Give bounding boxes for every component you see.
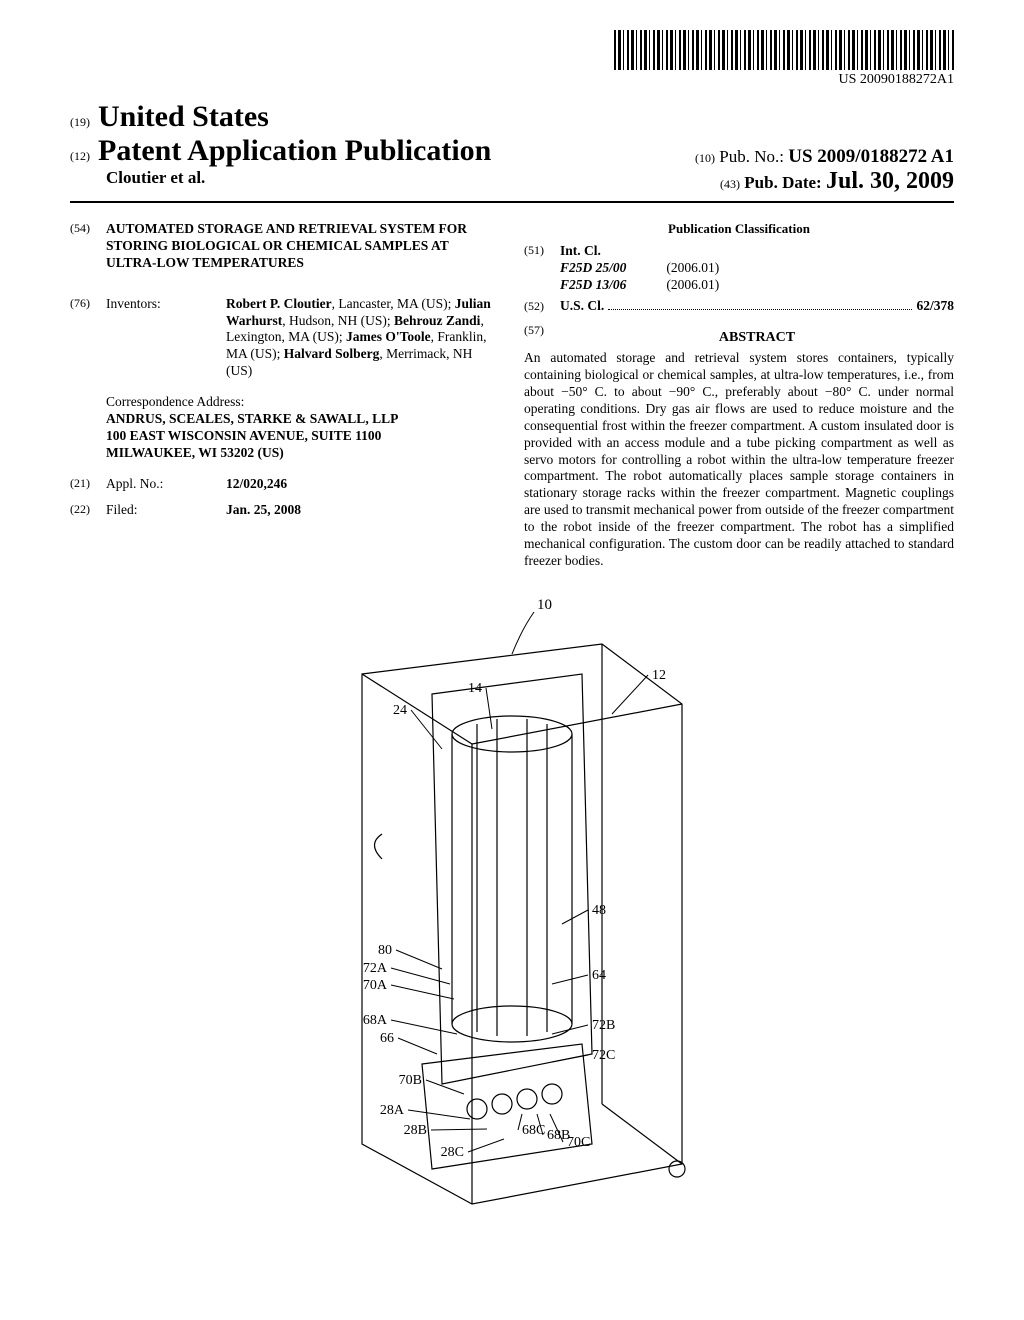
pub-no-label: Pub. No.:	[719, 147, 784, 166]
correspondence-label: Correspondence Address:	[106, 394, 500, 411]
uscl-val: 62/378	[916, 298, 954, 315]
appl-no-code: (21)	[70, 476, 106, 493]
intcl-code: (51)	[524, 243, 560, 294]
fig-label-70A: 70A	[363, 978, 388, 993]
fig-label-28A: 28A	[380, 1103, 405, 1118]
pub-no: US 2009/0188272 A1	[788, 146, 954, 167]
fig-label-72A: 72A	[363, 961, 388, 976]
fig-label-14: 14	[468, 681, 482, 696]
pub-type-code: (12)	[70, 149, 90, 164]
barcode	[614, 30, 954, 70]
fig-label-12: 12	[652, 668, 666, 683]
pub-class-head: Publication Classification	[524, 221, 954, 237]
fig-label-28C: 28C	[441, 1145, 464, 1160]
fig-label-28B: 28B	[404, 1123, 427, 1138]
filed-label: Filed:	[106, 502, 226, 519]
fig-label-66: 66	[380, 1031, 394, 1046]
intcl-item: F25D 13/06(2006.01)	[560, 277, 719, 294]
pub-date-label: Pub. Date:	[744, 173, 821, 192]
invention-title: AUTOMATED STORAGE AND RETRIEVAL SYSTEM F…	[106, 221, 500, 272]
pub-no-code: (10)	[695, 151, 715, 165]
uscl-label: U.S. Cl.	[560, 298, 604, 315]
fig-ref-10: 10	[537, 597, 552, 613]
intcl-label: Int. Cl.	[560, 243, 601, 258]
country-code: (19)	[70, 115, 90, 130]
correspondence-line: ANDRUS, SCEALES, STARKE & SAWALL, LLP	[106, 411, 500, 428]
authors-line: Cloutier et al.	[106, 168, 205, 195]
fig-label-70C: 70C	[567, 1135, 590, 1150]
title-code: (54)	[70, 221, 106, 286]
inventors-label: Inventors:	[106, 296, 226, 380]
fig-label-80: 80	[378, 943, 392, 958]
uscl-code: (52)	[524, 299, 560, 314]
abstract-code: (57)	[524, 323, 560, 351]
uscl-dots	[608, 309, 912, 310]
pub-date-code: (43)	[720, 177, 740, 191]
fig-label-24: 24	[393, 703, 407, 718]
country-name: United States	[98, 100, 269, 134]
appl-no-label: Appl. No.:	[106, 476, 226, 493]
intcl-item: F25D 25/00(2006.01)	[560, 260, 719, 277]
filed-code: (22)	[70, 502, 106, 519]
correspondence-line: 100 EAST WISCONSIN AVENUE, SUITE 1100	[106, 428, 500, 445]
pub-type: Patent Application Publication	[98, 134, 491, 168]
fig-label-72B: 72B	[592, 1018, 615, 1033]
fig-label-48: 48	[592, 903, 606, 918]
fig-label-64: 64	[592, 968, 606, 983]
inventors-list: Robert P. Cloutier, Lancaster, MA (US); …	[226, 296, 500, 380]
abstract-text: An automated storage and retrieval syste…	[524, 350, 954, 569]
barcode-number: US 20090188272A1	[70, 72, 954, 88]
inventors-code: (76)	[70, 296, 106, 380]
header-divider	[70, 201, 954, 203]
patent-figure: 10 24 14 80 72A 70A 68A 66 70B 28A 28B 28C 12 48 64 72…	[70, 584, 954, 1224]
appl-no: 12/020,246	[226, 476, 287, 491]
fig-label-68A: 68A	[363, 1013, 388, 1028]
figure-svg: 10 24 14 80 72A 70A 68A 66 70B 28A 28B 28C 12 48 64 72…	[232, 584, 792, 1224]
filed-date: Jan. 25, 2008	[226, 502, 301, 517]
pub-date: Jul. 30, 2009	[826, 168, 954, 194]
fig-label-72C: 72C	[592, 1048, 615, 1063]
correspondence-line: MILWAUKEE, WI 53202 (US)	[106, 445, 500, 462]
abstract-head: ABSTRACT	[560, 329, 954, 347]
fig-label-70B: 70B	[399, 1073, 422, 1088]
